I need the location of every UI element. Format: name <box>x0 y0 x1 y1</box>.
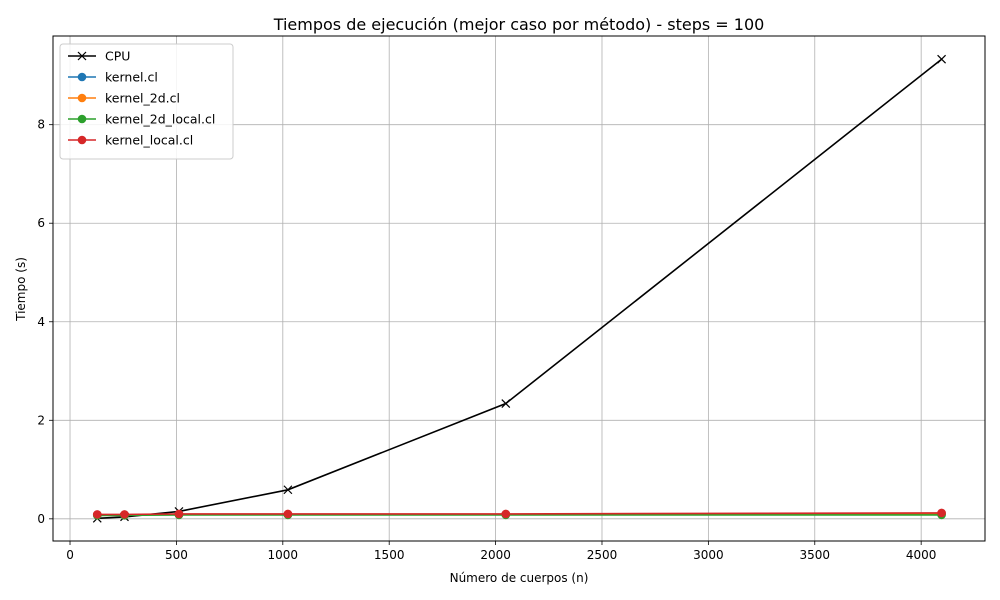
legend-label-kernel-cl: kernel.cl <box>105 70 158 85</box>
x-axis-title: Número de cuerpos (n) <box>450 571 589 585</box>
data-point-kernel-local-cl <box>283 509 293 519</box>
data-point-kernel-local-cl <box>120 510 129 519</box>
x-tick-label: 3500 <box>799 548 830 562</box>
series-line-kernel-local-cl <box>97 512 942 516</box>
chart-title: Tiempos de ejecución (mejor caso por mét… <box>273 15 765 34</box>
y-tick-label: 0 <box>37 512 45 526</box>
series-line-cpu <box>97 58 943 520</box>
data-point-kernel-local-cl <box>174 509 184 519</box>
ticks: 0 500 1000 1500 2000 2500 3000 3500 4000 0 2 4 6 8 <box>37 118 936 562</box>
series-line-kernel-2d-local-cl <box>97 514 942 517</box>
legend-label-kernel-local-cl: kernel_local.cl <box>105 133 193 148</box>
x-tick-label: 2500 <box>587 548 618 562</box>
y-tick-label: 8 <box>37 118 45 132</box>
legend-marker-kernel-local-cl <box>77 135 87 145</box>
legend-marker-kernel-2d-local-cl <box>77 114 87 124</box>
x-tick-label: 4000 <box>906 548 937 562</box>
data-point-kernel-local-cl <box>92 510 102 519</box>
y-tick-label: 4 <box>37 315 45 329</box>
series-kernel-local-cl <box>92 508 946 519</box>
legend-label-cpu: CPU <box>105 49 130 64</box>
legend-marker-kernel-2d-cl <box>77 93 87 103</box>
grid <box>53 36 985 541</box>
y-tick-label: 2 <box>37 413 45 427</box>
plot-frame <box>52 35 986 542</box>
data-point-cpu <box>937 54 947 64</box>
legend: CPU kernel.cl kernel_2d.cl kernel_2d_local.… <box>59 43 234 160</box>
x-tick-label: 1500 <box>374 548 405 562</box>
x-tick-label: 1000 <box>268 548 299 562</box>
data-point-cpu <box>501 399 511 408</box>
legend-marker-kernel-cl <box>77 72 87 82</box>
x-tick-label: 0 <box>66 548 74 562</box>
data-point-cpu <box>283 485 293 495</box>
x-tick-label: 500 <box>165 548 188 562</box>
x-tick-label: 3000 <box>693 548 724 562</box>
legend-label-kernel-2d-cl: kernel_2d.cl <box>105 91 180 106</box>
series-group <box>92 54 947 523</box>
legend-marker-cpu <box>77 51 87 61</box>
y-tick-label: 6 <box>37 216 45 230</box>
data-point-kernel-local-cl <box>501 509 511 519</box>
y-axis-title: Tiempo (s) <box>14 257 28 322</box>
x-tick-label: 2000 <box>480 548 511 562</box>
legend-box <box>59 43 234 160</box>
data-point-kernel-local-cl <box>937 508 946 518</box>
legend-label-kernel-2d-local-cl: kernel_2d_local.cl <box>105 112 215 127</box>
